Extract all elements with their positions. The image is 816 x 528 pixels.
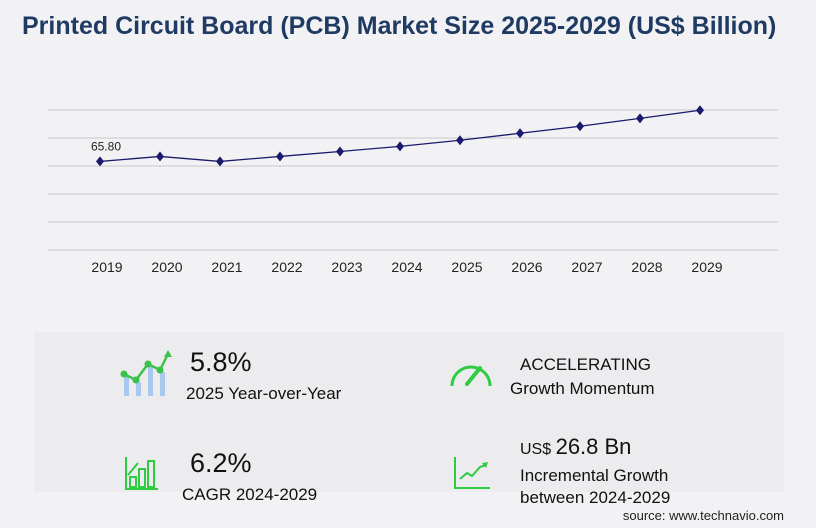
data-point-2029 [696,105,704,116]
data-point-2028 [636,113,644,124]
growth-chart-icon [125,457,158,490]
momentum-label: Growth Momentum [510,379,655,398]
momentum-value: ACCELERATING [520,355,651,374]
data-point-2027 [576,121,584,132]
data-point-2020 [156,151,164,162]
trend-up-icon [454,457,490,489]
incremental-label-2: between 2024-2029 [520,488,671,507]
stats-panel [34,332,784,492]
bar-trend-icon [120,350,172,396]
data-label: 65.80 [91,139,121,153]
data-point-2024 [396,141,404,152]
speedometer-icon [450,365,492,387]
x-tick-label: 2025 [451,259,482,275]
x-tick-label: 2026 [511,259,542,275]
x-tick-label: 2023 [331,259,362,275]
incremental-label-1: Incremental Growth [520,466,669,485]
x-tick-label: 2021 [211,259,242,275]
cagr-value: 6.2% [190,448,252,478]
x-tick-label: 2027 [571,259,602,275]
data-point-2022 [276,151,284,162]
data-point-2021 [216,156,224,167]
x-tick-label: 2020 [151,259,182,275]
data-point-2023 [336,146,344,157]
cagr-label: CAGR 2024-2029 [182,485,318,504]
yoy-label: 2025 Year-over-Year [186,384,342,403]
data-point-2025 [456,135,464,146]
x-tick-label: 2019 [91,259,122,275]
x-tick-label: 2022 [271,259,302,275]
x-tick-label: 2024 [391,259,422,275]
incremental-value: US$ 26.8 Bn [520,434,631,460]
incremental-amount: 26.8 Bn [555,434,632,459]
data-point-2019 [96,156,104,167]
series-line [99,109,701,163]
currency-prefix: US$ [520,441,552,458]
data-point-2026 [516,128,524,139]
x-tick-label: 2029 [691,259,722,275]
yoy-value: 5.8% [190,347,252,377]
x-tick-label: 2028 [631,259,662,275]
line-chart: 2019 65.80 2020 2021 2022 2023 2024 2025 2026 202… [48,105,778,275]
chart-title: Printed Circuit Board (PCB) Market Size … [22,12,777,40]
source-text: source: www.technavio.com [622,508,784,523]
